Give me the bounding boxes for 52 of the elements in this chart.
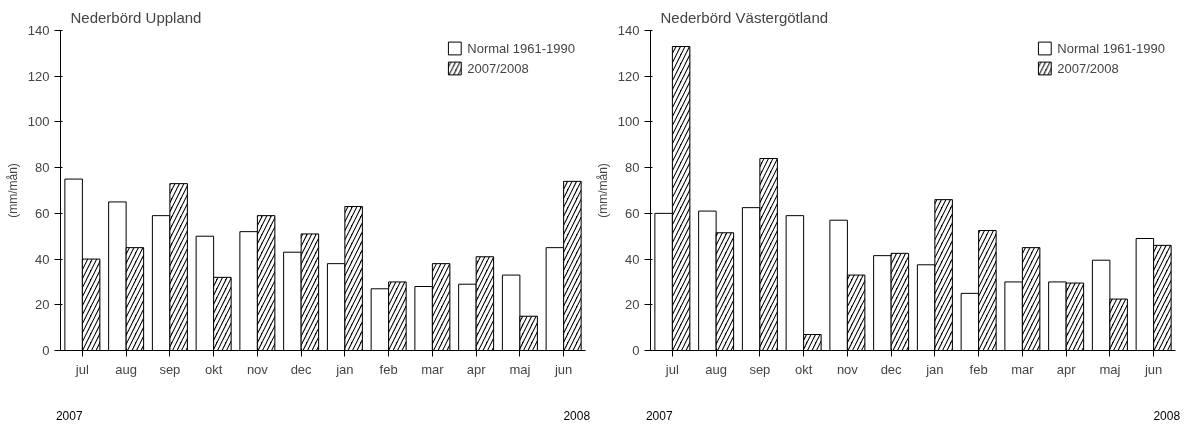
x-tick-label: apr [1056,361,1077,377]
text: 2007 [645,408,673,423]
legend-label: 2007/2008 [1057,60,1119,76]
y-axis-title: (mm/mån) [5,163,20,218]
y-tick-label: 140 [27,23,50,38]
x-tick-label: mar [421,361,445,377]
y-tick-label: 100 [27,114,50,130]
x-tick-label: apr [466,361,487,377]
x-tick-label: maj [509,361,531,377]
chart-title: Nederbörd Uppland [70,8,202,26]
x-tick-label: feb [969,361,988,377]
x-tick-label: dec [290,361,313,377]
x-tick-label: maj [1099,361,1121,377]
x-tick-label: jun [553,361,573,377]
y-tick-label: 60 [625,205,640,221]
x-tick-label: sep [749,361,771,377]
x-tick-label: nov [246,361,269,377]
x-tick-label: jan [925,361,944,377]
y-tick-label: 40 [35,251,50,267]
text: 2007 [55,408,83,423]
x-tick-label: jan [335,361,354,377]
x-tick-label: feb [379,361,398,377]
x-tick-label: dec [880,361,903,377]
y-tick-label: 20 [35,297,50,313]
x-tick-label: nov [836,361,859,377]
y-tick-label: 40 [625,251,640,267]
y-tick-label: 120 [617,68,640,84]
y-axis-title: (mm/mån) [595,163,610,218]
x-tick-label: okt [794,361,813,377]
y-tick-label: 120 [27,68,50,84]
x-tick-label: mar [1011,361,1035,377]
y-tick-label: 0 [42,343,50,358]
x-tick-label: jun [1143,361,1163,377]
legend-label: Normal 1961-1990 [1057,40,1165,56]
y-tick-label: 100 [617,114,640,130]
text: 2008 [563,408,591,423]
legend-label: Normal 1961-1990 [467,40,575,56]
chart-title: Nederbörd Västergötland [660,8,829,26]
x-tick-label: jul [74,361,89,377]
text: 2008 [1153,408,1181,423]
x-tick-label: okt [204,361,223,377]
x-tick-label: sep [159,361,181,377]
legend-label: 2007/2008 [467,60,529,76]
y-tick-label: 140 [617,23,640,38]
y-tick-label: 0 [632,343,640,358]
x-tick-label: aug [705,361,727,377]
x-tick-label: jul [664,361,679,377]
y-tick-label: 80 [35,160,50,176]
x-tick-label: aug [115,361,137,377]
y-tick-label: 60 [35,205,50,221]
y-tick-label: 80 [625,160,640,176]
y-tick-label: 20 [625,297,640,313]
